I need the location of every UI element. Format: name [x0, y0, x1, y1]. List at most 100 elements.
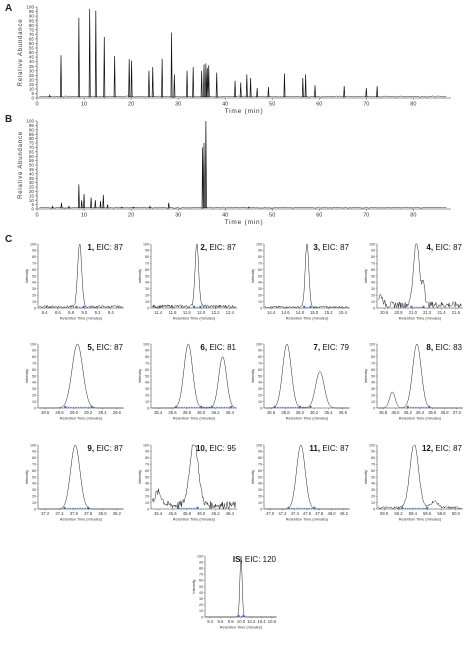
y-tick-label: 70: [258, 362, 262, 366]
x-tick-label: 15.2: [324, 310, 333, 315]
x-tick-label: 15.0: [310, 310, 319, 315]
y-tick-label: 20: [145, 394, 149, 398]
integration-marker: [200, 405, 203, 408]
peak: [256, 87, 259, 98]
integration-marker: [75, 305, 78, 308]
peak: [148, 70, 150, 98]
y-tick-label: 0: [373, 306, 375, 310]
eic-trace: [152, 444, 236, 510]
y-tick-label: 70: [371, 362, 375, 366]
y-tick-label: 70: [145, 262, 149, 266]
y-tick-label: 0: [260, 406, 262, 410]
y-tick-label: 60: [32, 268, 36, 272]
y-tick-label: 0: [260, 306, 262, 310]
peak: [120, 206, 123, 209]
y-tick-label: 40: [145, 482, 149, 486]
compound-number: 6,: [200, 343, 207, 352]
x-tick-label: 45.6: [168, 511, 177, 516]
panel-label-a: A: [5, 3, 13, 14]
peak: [102, 194, 105, 209]
x-tick-label: 30: [175, 213, 181, 219]
y-tick-label: 50: [145, 475, 149, 479]
y-tick-label: 10: [199, 609, 203, 613]
x-axis-label: Retention Time (minutes): [173, 417, 216, 421]
x-axis-label: Retention Time (minutes): [286, 518, 329, 522]
integration-marker: [422, 305, 425, 308]
y-tick-label: 80: [145, 255, 149, 259]
x-axis-label: Retention Time (minutes): [220, 626, 263, 630]
y-tick-label: 70: [199, 573, 203, 577]
y-tick-label: 80: [371, 255, 375, 259]
y-tick-label: 70: [32, 362, 36, 366]
integration-marker: [428, 405, 431, 408]
y-tick-label: 60: [371, 469, 375, 473]
y-tick-label: 30: [371, 287, 375, 291]
x-tick-label: 0: [35, 213, 38, 219]
y-tick-label: 40: [145, 381, 149, 385]
x-tick-label: 35.8: [379, 410, 388, 415]
y-tick-label: 35: [29, 64, 35, 69]
peak: [88, 8, 91, 98]
y-tick-label: 25: [29, 73, 35, 78]
eic-title: 8, EIC: 83: [426, 343, 462, 352]
integration-marker: [90, 405, 93, 408]
y-tick-label: 60: [29, 154, 35, 159]
peak: [173, 74, 176, 98]
peak: [301, 77, 304, 98]
x-tick-label: 36.8: [440, 410, 449, 415]
y-tick-label: 10: [32, 501, 36, 505]
y-axis-label: Intensity: [251, 369, 255, 383]
eic-label: EIC: 81: [207, 343, 236, 352]
peak: [207, 65, 210, 98]
y-tick-label: 0: [147, 507, 149, 511]
y-tick-label: 20: [258, 394, 262, 398]
eic-chart-4: 0 10 20 30 40 50 60 70 80 90 100 20.6 20.8 21.0 21.2 21…: [364, 242, 463, 321]
y-tick-label: 90: [32, 249, 36, 253]
x-tick-label: 36.4: [226, 410, 235, 415]
peak: [167, 202, 170, 209]
x-tick-label: 8.4: [42, 310, 48, 315]
y-tick-label: 85: [29, 132, 35, 137]
x-tick-label: 9.4: [108, 310, 114, 315]
y-tick-label: 20: [199, 603, 203, 607]
x-tick-label: 35.4: [154, 410, 163, 415]
y-tick-label: 80: [258, 255, 262, 259]
y-tick-label: 40: [32, 482, 36, 486]
y-tick-label: 100: [369, 443, 375, 447]
x-tick-label: 9.4: [207, 619, 213, 624]
y-tick-label: 10: [371, 400, 375, 404]
integration-marker: [199, 305, 202, 308]
peak: [206, 67, 209, 98]
x-tick-label: 9.2: [95, 310, 101, 315]
eic-title: 3, EIC: 87: [313, 243, 349, 252]
compound-number: 8,: [426, 343, 433, 352]
y-tick-label: 30: [258, 488, 262, 492]
y-tick-label: 20: [371, 495, 375, 499]
x-tick-label: 36.0: [197, 410, 206, 415]
peak: [94, 10, 97, 98]
y-tick-label: 20: [32, 294, 36, 298]
eic-label: EIC: 87: [94, 243, 123, 252]
y-axis-label: Intensity: [138, 369, 142, 383]
y-tick-label: 90: [32, 349, 36, 353]
y-tick-label: 40: [32, 381, 36, 385]
x-axis-label: Retention Time (minutes): [399, 417, 442, 421]
x-tick-label: 46.0: [197, 511, 206, 516]
peak: [130, 60, 133, 98]
x-tick-label: 60.0: [452, 511, 461, 516]
x-tick-label: 46.2: [211, 511, 220, 516]
integration-marker: [64, 405, 67, 408]
x-tick-label: 59.4: [409, 511, 418, 516]
y-tick-label: 70: [32, 262, 36, 266]
y-tick-label: 90: [145, 249, 149, 253]
y-tick-label: 40: [258, 482, 262, 486]
peak: [365, 87, 368, 98]
x-tick-label: 29.2: [84, 410, 93, 415]
y-tick-label: 80: [371, 355, 375, 359]
y-tick-label: 85: [29, 18, 35, 23]
x-tick-label: 10.2: [247, 619, 256, 624]
x-tick-label: 12.2: [211, 310, 220, 315]
compound-number: 7,: [313, 343, 320, 352]
y-tick-label: 70: [258, 463, 262, 467]
